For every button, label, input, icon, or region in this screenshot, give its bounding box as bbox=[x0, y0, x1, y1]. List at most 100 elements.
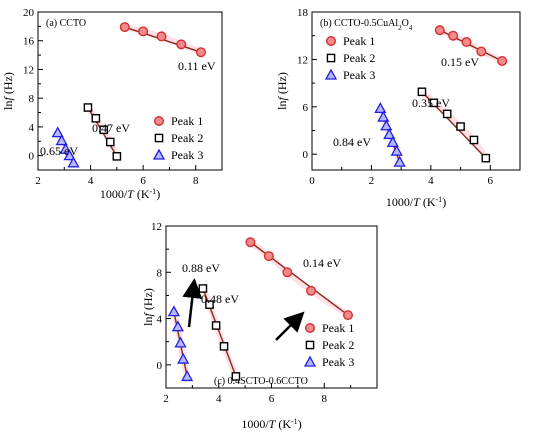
data-point bbox=[448, 30, 459, 41]
y-axis-label: lnf (Hz) bbox=[275, 72, 289, 110]
y-tick-label: 12 bbox=[297, 54, 308, 66]
y-axis-label: lnf (Hz) bbox=[141, 288, 155, 326]
series-peak-1 bbox=[119, 22, 206, 58]
y-tick-label: 4 bbox=[29, 122, 35, 134]
legend-marker bbox=[305, 340, 315, 350]
data-point bbox=[434, 25, 445, 36]
data-point bbox=[306, 285, 317, 296]
legend-marker bbox=[326, 53, 336, 63]
x-tick-label: 2 bbox=[369, 175, 375, 187]
series-peak-3 bbox=[374, 102, 406, 167]
panel-c: 2 4 6 8 0 4 8 12 (c) 0.4SCTO-0.6CCTO 1000/T (K-1)… bbox=[141, 221, 378, 431]
x-tick-label: 8 bbox=[193, 175, 199, 187]
series-peak-2 bbox=[417, 87, 491, 163]
y-tick-label: 0 bbox=[157, 360, 163, 372]
data-point bbox=[245, 237, 256, 248]
panel-title: (c) 0.4SCTO-0.6CCTO bbox=[214, 376, 308, 387]
data-point bbox=[119, 22, 130, 33]
data-point bbox=[198, 284, 208, 293]
y-tick-label: 6 bbox=[303, 102, 309, 114]
data-point bbox=[481, 153, 491, 163]
legend-label: Peak 2 bbox=[343, 51, 375, 65]
data-point bbox=[167, 305, 181, 317]
data-point bbox=[442, 109, 452, 119]
y-tick-label: 8 bbox=[157, 267, 163, 279]
plot-frame bbox=[37, 11, 223, 171]
y-axis-label: lnf (Hz) bbox=[1, 72, 15, 110]
data-point bbox=[374, 102, 387, 114]
legend-label: Peak 2 bbox=[322, 338, 354, 352]
data-point bbox=[195, 47, 206, 58]
activation-energy-label: 0.15 eV bbox=[441, 55, 479, 69]
data-point bbox=[393, 155, 406, 167]
data-point bbox=[138, 26, 149, 37]
data-point bbox=[59, 142, 72, 154]
panel-b: 0 2 4 6 0 6 12 18 (b) CCTO-0.5CuAl2O4 1000/T (K-1… bbox=[275, 7, 521, 209]
data-point bbox=[282, 267, 293, 278]
legend-marker bbox=[153, 115, 164, 126]
legend: Peak 1 Peak 2 Peak 3 bbox=[324, 34, 375, 82]
legend-marker bbox=[303, 355, 317, 367]
y-tick-label: 20 bbox=[23, 7, 35, 19]
x-tick-label: 4 bbox=[88, 175, 94, 187]
x-tick-label: 2 bbox=[163, 393, 169, 405]
panel-a: 2 4 6 8 0 4 8 12 16 20 (a) CCTO 1000/T (K-1) lnf (Hz… bbox=[1, 7, 223, 201]
y-tick-label: 16 bbox=[23, 36, 35, 48]
data-point bbox=[156, 31, 167, 42]
legend-label: Peak 1 bbox=[322, 321, 354, 335]
data-point bbox=[383, 128, 396, 140]
data-point bbox=[177, 352, 190, 364]
x-tick-label: 8 bbox=[322, 393, 328, 405]
data-point bbox=[171, 320, 184, 332]
legend-marker bbox=[305, 323, 316, 334]
data-point bbox=[205, 300, 214, 309]
annotation-arrows bbox=[182, 278, 305, 341]
legend-label: Peak 1 bbox=[343, 34, 375, 48]
series-peak-2 bbox=[198, 284, 241, 381]
y-tick-label: 4 bbox=[157, 314, 163, 326]
y-tick-label: 0 bbox=[303, 149, 309, 161]
legend-label: Peak 3 bbox=[171, 148, 203, 162]
activation-energy-label: 0.14 eV bbox=[303, 256, 341, 270]
data-point bbox=[380, 119, 393, 131]
legend-label: Peak 3 bbox=[343, 68, 375, 82]
activation-energy-label: 0.47 eV bbox=[92, 121, 130, 135]
data-point bbox=[219, 342, 229, 351]
y-tick-label: 18 bbox=[297, 7, 309, 19]
y-tick-label: 0 bbox=[29, 151, 35, 163]
y-tick-label: 12 bbox=[151, 221, 162, 233]
data-point bbox=[83, 103, 93, 112]
panel-title: (a) CCTO bbox=[46, 18, 86, 29]
series-peak-1 bbox=[245, 237, 353, 321]
data-point bbox=[476, 46, 487, 57]
data-point bbox=[99, 125, 109, 135]
data-point bbox=[377, 110, 390, 122]
data-point bbox=[429, 98, 439, 108]
legend-label: Peak 3 bbox=[322, 355, 354, 369]
data-point bbox=[390, 144, 403, 156]
arrow-0.88ev bbox=[182, 278, 203, 328]
legend-label: Peak 2 bbox=[171, 131, 203, 145]
data-point bbox=[386, 136, 399, 148]
data-point bbox=[263, 251, 274, 262]
activation-energy-label: 0.84 eV bbox=[333, 135, 371, 149]
data-point bbox=[342, 310, 353, 321]
data-point bbox=[91, 113, 101, 123]
x-tick-label: 6 bbox=[140, 175, 146, 187]
activation-energy-label: 0.11 eV bbox=[178, 59, 216, 73]
legend: Peak 1 Peak 2 Peak 3 bbox=[303, 321, 354, 369]
x-tick-label: 2 bbox=[35, 175, 41, 187]
x-tick-label: 6 bbox=[488, 175, 494, 187]
activation-energy-label: 0.48 eV bbox=[201, 292, 239, 306]
data-point bbox=[51, 126, 64, 138]
arrow-0.48ev bbox=[275, 311, 305, 341]
data-point bbox=[231, 372, 241, 381]
data-point bbox=[180, 370, 194, 382]
activation-energy-label: 0.65 eV bbox=[40, 144, 78, 158]
series-peak-2 bbox=[83, 103, 122, 161]
activation-energy-label: 0.35 eV bbox=[412, 96, 450, 110]
panel-title: (b) CCTO-0.5CuAl2O4 bbox=[320, 18, 413, 32]
data-point bbox=[211, 321, 221, 330]
data-point bbox=[55, 134, 68, 146]
data-point bbox=[105, 137, 115, 147]
